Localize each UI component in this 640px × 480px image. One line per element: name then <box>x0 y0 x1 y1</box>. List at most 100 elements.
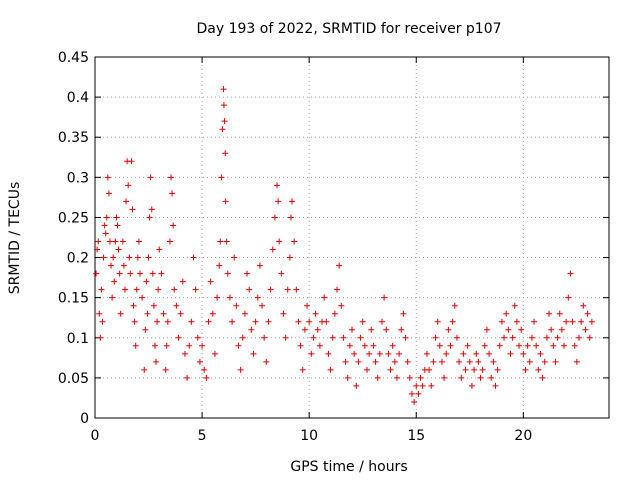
data-point <box>117 310 124 317</box>
data-point <box>363 366 370 373</box>
data-point <box>552 358 559 365</box>
data-point <box>389 342 396 349</box>
data-point <box>223 238 230 245</box>
data-point <box>271 214 278 221</box>
data-point <box>130 302 137 309</box>
axis-ticks <box>94 56 609 419</box>
data-point <box>179 278 186 285</box>
data-point <box>466 358 473 365</box>
data-point <box>511 302 518 309</box>
data-point <box>173 302 180 309</box>
data-point <box>131 318 138 325</box>
data-point <box>385 350 392 357</box>
data-point <box>114 222 121 229</box>
data-point <box>115 246 122 253</box>
data-point <box>156 246 163 253</box>
data-point <box>99 318 106 325</box>
data-point <box>351 350 358 357</box>
y-axis-label: SRMTID / TECUs <box>7 182 23 295</box>
data-point <box>158 270 165 277</box>
data-point <box>381 294 388 301</box>
data-point <box>106 238 113 245</box>
x-tick-label: 10 <box>300 428 318 444</box>
data-point <box>93 270 100 277</box>
data-point <box>139 294 146 301</box>
data-point <box>310 334 317 341</box>
data-point <box>588 318 595 325</box>
data-point <box>415 390 422 397</box>
data-point <box>342 358 349 365</box>
data-point <box>217 238 224 245</box>
data-point <box>396 350 403 357</box>
data-point <box>132 342 139 349</box>
data-point <box>492 382 499 389</box>
data-point <box>316 342 323 349</box>
data-point <box>357 334 364 341</box>
data-point <box>584 310 591 317</box>
x-tick-label: 20 <box>514 428 532 444</box>
data-point <box>250 350 257 357</box>
data-point <box>468 382 475 389</box>
data-point <box>411 398 418 405</box>
data-point <box>438 358 445 365</box>
data-point <box>404 358 411 365</box>
data-point <box>391 358 398 365</box>
data-point <box>252 318 259 325</box>
data-point <box>488 374 495 381</box>
data-point <box>471 366 478 373</box>
data-point <box>147 174 154 181</box>
data-point <box>259 302 266 309</box>
data-point <box>571 342 578 349</box>
data-point <box>308 350 315 357</box>
data-point <box>498 318 505 325</box>
data-point <box>224 270 231 277</box>
data-point <box>201 366 208 373</box>
data-point <box>175 334 182 341</box>
data-point <box>524 342 531 349</box>
data-point <box>346 342 353 349</box>
data-point <box>100 254 107 261</box>
data-point <box>254 294 261 301</box>
data-point <box>370 342 377 349</box>
data-point <box>372 358 379 365</box>
data-point <box>522 366 529 373</box>
data-point <box>194 334 201 341</box>
data-point <box>188 318 195 325</box>
data-point <box>327 366 334 373</box>
data-point <box>563 318 570 325</box>
data-point <box>475 358 482 365</box>
data-point <box>368 326 375 333</box>
data-point <box>430 358 437 365</box>
data-point <box>151 342 158 349</box>
data-point <box>479 366 486 373</box>
data-point <box>102 230 109 237</box>
data-point <box>443 350 450 357</box>
data-point <box>490 358 497 365</box>
data-point <box>366 350 373 357</box>
data-point <box>216 262 223 269</box>
data-point <box>287 214 294 221</box>
data-point <box>477 374 484 381</box>
data-point <box>531 318 538 325</box>
data-point <box>436 342 443 349</box>
data-point <box>149 270 156 277</box>
data-point <box>112 238 119 245</box>
data-point <box>98 286 105 293</box>
data-point <box>150 302 157 309</box>
data-point <box>105 190 112 197</box>
data-point <box>162 366 169 373</box>
data-point <box>113 214 120 221</box>
data-point <box>567 270 574 277</box>
data-point <box>289 198 296 205</box>
data-point <box>226 294 233 301</box>
data-point <box>282 334 289 341</box>
data-point <box>323 318 330 325</box>
y-tick-label: 0.4 <box>67 90 89 106</box>
data-point <box>486 350 493 357</box>
data-point <box>135 238 142 245</box>
data-point <box>473 350 480 357</box>
data-point <box>325 350 332 357</box>
data-point <box>408 390 415 397</box>
data-point <box>340 334 347 341</box>
